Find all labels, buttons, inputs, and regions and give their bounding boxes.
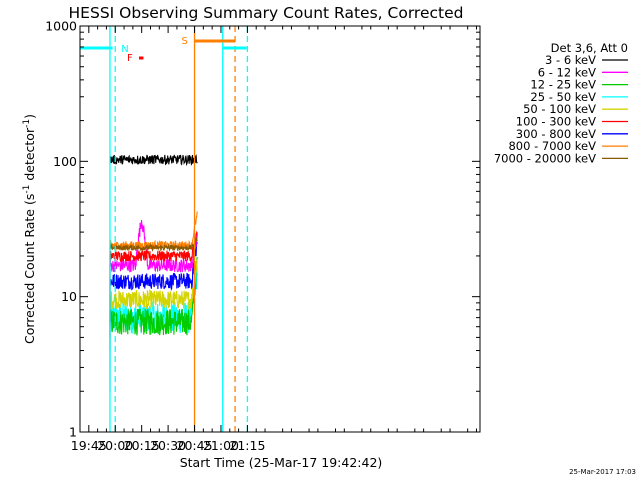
legend-header: Det 3,6, Att 0 [551, 41, 628, 55]
flare-label: F [127, 53, 133, 64]
x-tick-label-5: 20:45 [177, 438, 213, 453]
legend-label-8: 800 - 7000 keV [508, 139, 596, 153]
series-line-3 [109, 256, 198, 351]
legend-label-3: 12 - 25 keV [530, 78, 596, 92]
plot-frame [79, 25, 481, 433]
annotations: N S F [80, 26, 249, 432]
legend-label-4: 25 - 50 keV [530, 90, 596, 104]
x-tick-label-1: 19:45 [71, 438, 107, 453]
series-line-5 [109, 258, 198, 351]
series-line-1 [109, 154, 198, 167]
x-tick-label-3: 20:15 [124, 438, 160, 453]
series-line-8 [109, 211, 198, 327]
plot-lines [109, 154, 198, 392]
legend-label-2: 6 - 12 keV [538, 65, 596, 79]
y-axis-label: Corrected Count Rate (s-1 detector-1) [22, 114, 37, 344]
x-axis-label: Start Time (25-Mar-17 19:42:42) [180, 455, 383, 470]
series-line-2 [109, 219, 198, 338]
series-line-6 [109, 230, 198, 338]
series-line-7 [109, 241, 198, 392]
x-tick-label-6: 21:00 [203, 438, 239, 453]
night-label: N [121, 44, 128, 55]
generated-timestamp: 25-Mar-2017 17:03 [569, 468, 636, 476]
y-axis: 1 10 100 1000 [45, 19, 480, 440]
legend-label-1: 3 - 6 keV [545, 53, 596, 67]
series-line-9 [109, 236, 198, 327]
y-tick-label-1: 1 [69, 425, 77, 440]
legend-label-7: 300 - 800 keV [516, 127, 596, 141]
y-tick-label-4: 1000 [45, 19, 77, 34]
x-tick-label-4: 20:30 [150, 438, 186, 453]
legend-label-6: 100 - 300 keV [516, 115, 596, 129]
y-tick-label-3: 100 [53, 154, 77, 169]
x-tick-label-2: 20:00 [97, 438, 133, 453]
x-tick-label-7: 21:15 [229, 438, 265, 453]
y-tick-label-2: 10 [61, 289, 77, 304]
chart-title: HESSI Observing Summary Count Rates, Cor… [69, 4, 464, 22]
saa-label: S [182, 36, 188, 47]
legend-label-9: 7000 - 20000 keV [494, 151, 596, 165]
legend-label-5: 50 - 100 keV [523, 102, 596, 116]
